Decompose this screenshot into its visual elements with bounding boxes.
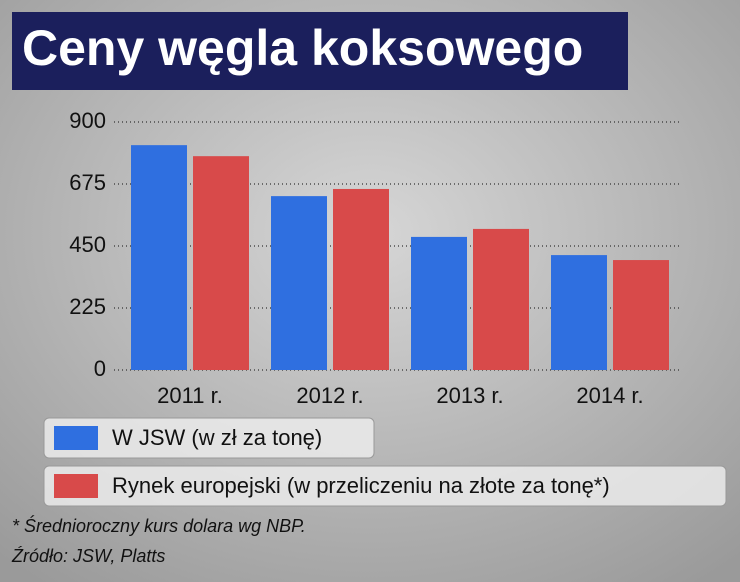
bar [473, 228, 529, 370]
y-tick-label: 450 [69, 232, 106, 257]
y-tick-label: 0 [94, 356, 106, 381]
y-tick-label: 675 [69, 170, 106, 195]
legend-swatch [54, 426, 98, 450]
chart-title: Ceny węgla koksowego [22, 20, 583, 76]
y-tick-label: 225 [69, 294, 106, 319]
x-tick-label: 2012 r. [296, 383, 363, 408]
title-box [12, 12, 628, 90]
legend-box [43, 465, 727, 507]
bar [271, 196, 327, 370]
x-tick-label: 2013 r. [436, 383, 503, 408]
footnote: * Średnioroczny kurs dolara wg NBP. [12, 515, 306, 536]
source: Źródło: JSW, Platts [11, 546, 165, 566]
y-tick-label: 900 [69, 108, 106, 133]
bar [551, 255, 607, 370]
legend-label: W JSW (w zł za tonę) [112, 425, 322, 450]
bar [193, 156, 249, 370]
legend-label: Rynek europejski (w przeliczeniu na złot… [112, 473, 610, 498]
x-tick-label: 2011 r. [157, 383, 223, 408]
bar [613, 260, 669, 370]
bar [333, 188, 389, 370]
legend-swatch [54, 474, 98, 498]
legend-box [43, 417, 375, 459]
bar [411, 236, 467, 370]
x-tick-label: 2014 r. [576, 383, 643, 408]
bar [131, 145, 187, 370]
